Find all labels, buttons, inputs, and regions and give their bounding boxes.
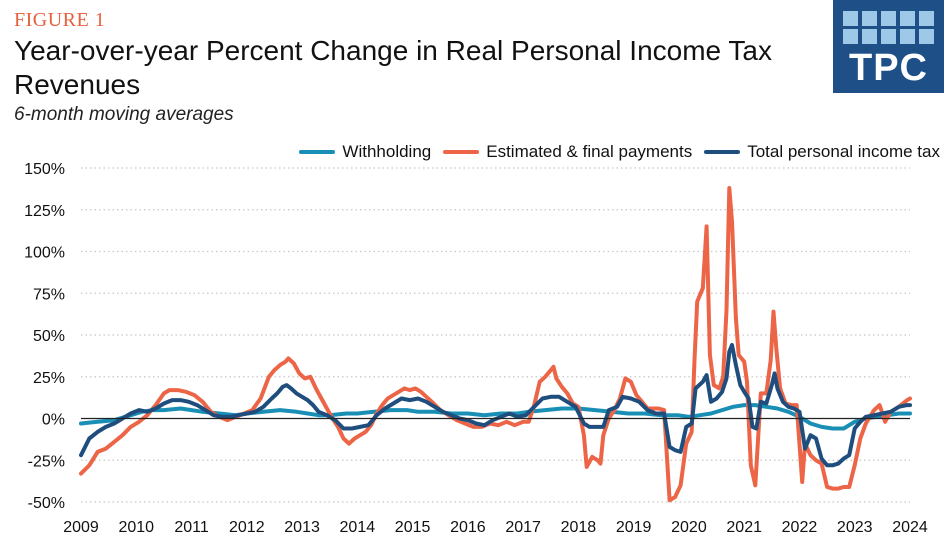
legend-item-estimated: Estimated & final payments [443,142,692,162]
x-tick-label-4: 2013 [284,519,320,536]
tpc-logo-text: TPC [849,47,928,89]
x-tick-label-7: 2016 [450,519,486,536]
y-tick-label-6: 100% [24,245,65,262]
legend-swatch-total [704,150,741,154]
x-tick-label-13: 2022 [782,519,818,536]
y-tick-label-8: 150% [24,161,65,178]
y-tick-label-2: 0% [42,412,65,429]
x-tick-label-14: 2023 [837,519,873,536]
x-tick-label-3: 2012 [229,519,265,536]
legend-label-estimated: Estimated & final payments [486,142,693,161]
legend-item-withholding: Withholding [299,142,431,162]
x-tick-label-0: 2009 [63,519,99,536]
y-tick-label-4: 50% [33,328,65,345]
x-tick-label-1: 2010 [118,519,154,536]
x-tick-label-12: 2021 [726,519,762,536]
x-tick-label-5: 2014 [340,519,376,536]
x-tick-label-10: 2019 [616,519,652,536]
x-tick-label-9: 2018 [561,519,597,536]
x-tick-label-2: 2011 [174,519,209,536]
x-tick-label-6: 2015 [395,519,431,536]
figure-label: FIGURE 1 [14,9,106,31]
y-tick-label-3: 25% [33,370,65,387]
legend-label-total: Total personal income tax [747,142,940,161]
chart-legend: Withholding Estimated & final payments T… [287,142,940,162]
y-tick-label-1: -25% [28,453,65,470]
chart-title: Year-over-year Percent Change in Real Pe… [14,35,772,100]
tpc-logo[interactable]: TPC [833,0,944,93]
series-line-estimated-final-payments [79,186,912,503]
legend-item-total: Total personal income tax [704,142,940,162]
y-tick-label-5: 75% [33,286,65,303]
legend-label-withholding: Withholding [342,142,432,161]
x-tick-label-8: 2017 [505,519,541,536]
chart-subtitle: 6-month moving averages [14,104,234,125]
x-tick-label-15: 2024 [892,519,928,536]
y-tick-label-0: -50% [28,495,65,512]
x-tick-label-11: 2020 [671,519,707,536]
series-line-total-personal-income-tax [79,343,912,468]
y-tick-label-7: 125% [24,203,65,220]
legend-swatch-estimated [443,150,480,154]
legend-swatch-withholding [299,150,336,154]
